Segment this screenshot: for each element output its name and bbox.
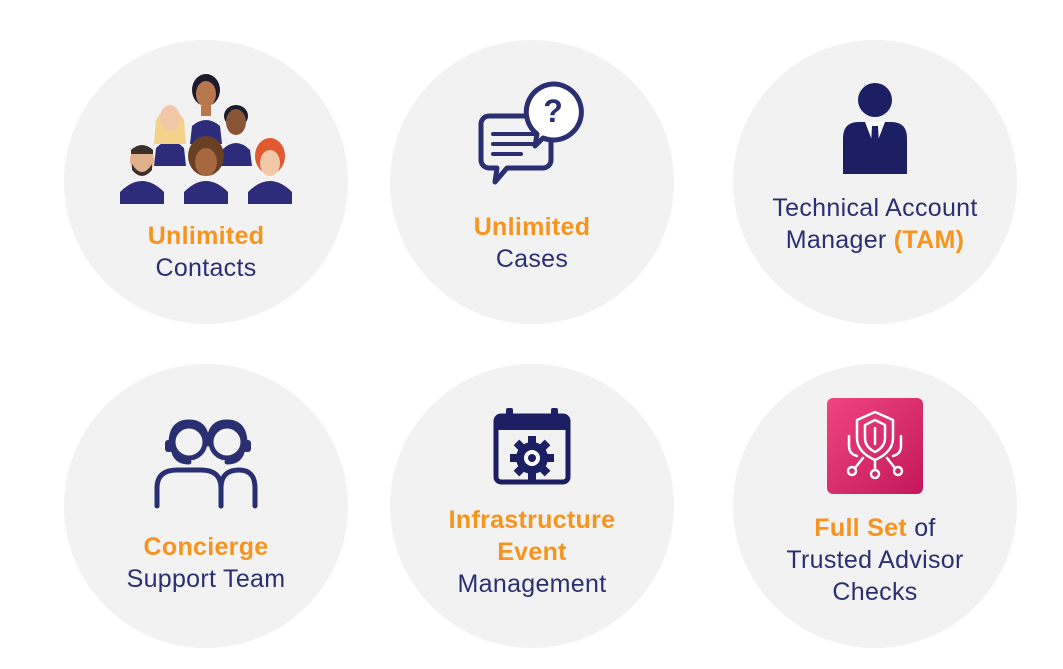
label-line-2: Manager: [785, 226, 894, 254]
card-label: Technical Account Manager (TAM): [733, 192, 1017, 256]
highlight-text-1: Infrastructure: [448, 506, 616, 534]
trusted-advisor-icon: [827, 398, 923, 494]
headset-team-icon: [154, 419, 258, 509]
card-label: Unlimited Cases: [390, 211, 674, 275]
calendar-gear-icon: [493, 408, 571, 485]
card-label: Concierge Support Team: [64, 531, 348, 595]
card-technical-account-manager: Technical Account Manager (TAM): [733, 40, 1017, 324]
card-infrastructure-event-management: Infrastructure Event Management: [390, 364, 674, 648]
svg-text:?: ?: [543, 93, 563, 129]
card-unlimited-cases: ? Unlimited Cases: [390, 40, 674, 324]
highlight-text: Concierge: [143, 533, 269, 561]
card-label: Full Set of Trusted Advisor Checks: [733, 512, 1017, 608]
account-manager-icon: [843, 83, 907, 174]
card-unlimited-contacts: Unlimited Contacts: [64, 40, 348, 324]
people-group-icon: [120, 74, 292, 204]
chat-question-icon: ?: [478, 81, 584, 185]
highlight-text: Unlimited: [147, 222, 265, 250]
label-text: Support Team: [126, 565, 286, 593]
label-suffix: of: [906, 514, 936, 542]
card-concierge-support-team: Concierge Support Team: [64, 364, 348, 648]
highlight-text: (TAM): [893, 226, 965, 254]
card-trusted-advisor-checks: Full Set of Trusted Advisor Checks: [733, 364, 1017, 648]
card-label: Infrastructure Event Management: [390, 504, 674, 600]
card-label: Unlimited Contacts: [64, 220, 348, 284]
highlight-text-2: Event: [497, 538, 567, 566]
label-line-2: Trusted Advisor: [786, 546, 964, 574]
label-text: Cases: [495, 245, 569, 273]
label-line-3: Checks: [832, 578, 918, 606]
label-text: Contacts: [155, 254, 257, 282]
label-line-1: Technical Account: [772, 194, 978, 222]
highlight-text: Unlimited: [473, 213, 591, 241]
highlight-text: Full Set: [814, 514, 907, 542]
label-text: Management: [457, 570, 607, 598]
